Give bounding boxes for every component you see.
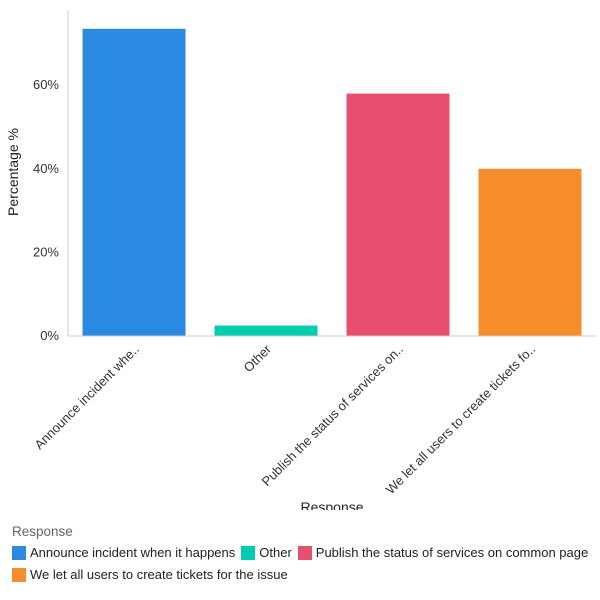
legend-label: We let all users to create tickets for t…: [30, 567, 288, 582]
legend-item-publish[interactable]: Publish the status of services on common…: [297, 545, 589, 560]
y-tick-label: 40%: [33, 161, 59, 176]
legend-swatch: [241, 545, 256, 560]
x-axis-title: Response: [300, 499, 363, 510]
legend-items: Announce incident when it happens Other …: [12, 545, 596, 582]
legend-swatch: [12, 545, 26, 560]
bar[interactable]: [478, 168, 582, 336]
bar[interactable]: [214, 325, 318, 336]
x-tick-label: Other: [241, 341, 275, 375]
x-tick-label: Publish the status of services on..: [259, 342, 407, 490]
y-tick-label: 60%: [33, 77, 59, 92]
legend-swatch: [297, 545, 312, 560]
legend-title: Response: [12, 524, 73, 539]
bar[interactable]: [82, 28, 186, 337]
y-axis-ticks: 0% 20% 40% 60%: [33, 77, 59, 343]
y-axis-title: Percentage %: [5, 128, 21, 216]
bars: [82, 28, 582, 337]
bar[interactable]: [346, 93, 450, 336]
x-tick-label: We let all users to create tickets fo..: [383, 342, 539, 498]
y-tick-label: 0%: [40, 328, 59, 343]
legend-item-announce[interactable]: Announce incident when it happens: [12, 545, 235, 560]
legend-item-tickets[interactable]: We let all users to create tickets for t…: [12, 567, 288, 582]
legend-label: Other: [259, 545, 292, 560]
legend-item-other[interactable]: Other: [241, 545, 292, 560]
x-tick-label: Announce incident whe..: [31, 342, 142, 453]
legend-label: Announce incident when it happens: [30, 545, 236, 560]
legend-swatch: [12, 567, 26, 582]
y-tick-label: 20%: [33, 244, 59, 259]
legend: Response Announce incident when it happe…: [12, 524, 596, 582]
bar-chart: 0% 20% 40% 60% Announce incident whe.. Other…: [5, 10, 596, 510]
legend-label: Publish the status of services on common…: [315, 545, 589, 560]
